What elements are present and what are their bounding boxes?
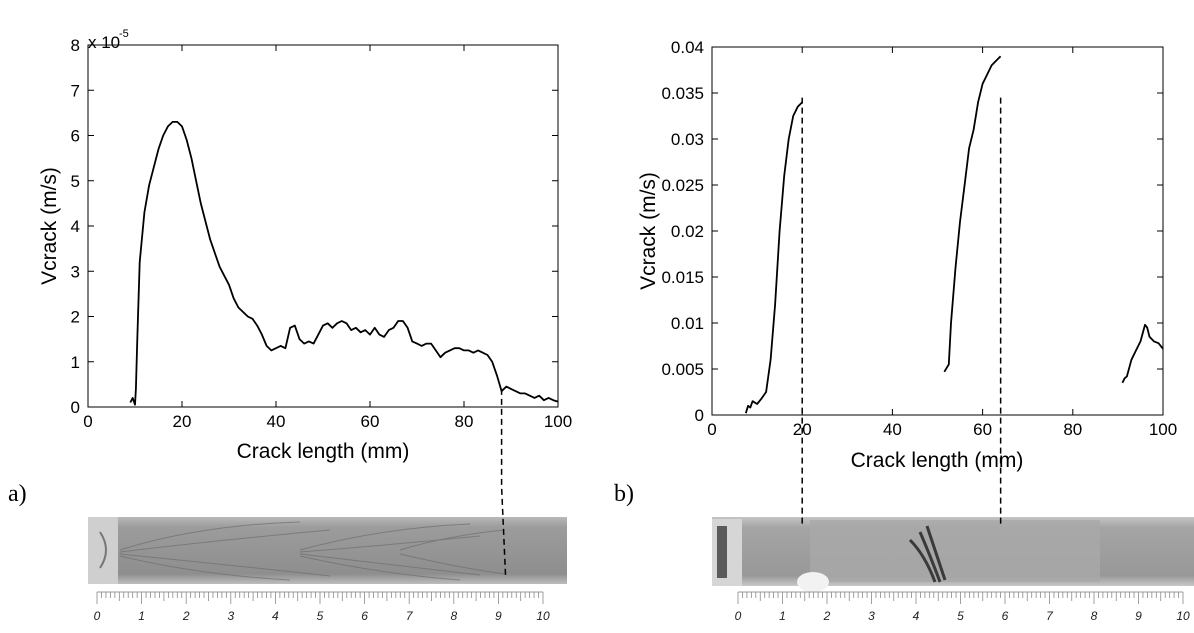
x-tick-label: 80 (455, 412, 474, 431)
axis-ticks (711, 46, 1164, 416)
y-tick-label: 7 (71, 81, 80, 100)
ruler-label: 10 (1176, 609, 1190, 623)
x-tick-label: 40 (883, 420, 902, 439)
ruler: 0 1 2 3 4 5 6 7 8 9 10 (94, 591, 550, 623)
x-tick-label: 100 (544, 412, 572, 431)
x-tick-labels: 0 20 40 60 80 100 (707, 420, 1177, 439)
series-line (744, 101, 803, 414)
y-tick-label: 0 (695, 406, 704, 425)
x-axis-label: Crack length (mm) (237, 440, 410, 463)
y-tick-label: 0 (71, 398, 80, 417)
ruler-label: 7 (1046, 609, 1054, 623)
panel-label-a: a) (8, 481, 27, 507)
specimen-photo-a: 0 1 2 3 4 5 6 7 8 9 10 (88, 517, 567, 623)
ruler-label: 9 (495, 609, 502, 623)
x-tick-label: 40 (267, 412, 286, 431)
specimen-photo-b: 0 1 2 3 4 5 6 7 8 9 10 (712, 517, 1194, 623)
ruler-label: 8 (450, 609, 457, 623)
panel-label-b: b) (614, 481, 634, 507)
x-axis-label: Crack length (mm) (851, 449, 1024, 472)
clamp-notch (99, 531, 107, 569)
ruler-label: 6 (361, 609, 368, 623)
ruler-label: 3 (868, 609, 875, 623)
dark-fracture-marks (908, 525, 947, 583)
y-axis-label: Vcrack (m/s) (637, 172, 660, 290)
y-tick-label: 0.005 (661, 360, 704, 379)
x-tick-label: 60 (361, 412, 380, 431)
bubble-mark (797, 572, 829, 592)
ruler-label: 2 (823, 609, 831, 623)
ruler: 0 1 2 3 4 5 6 7 8 9 10 (735, 591, 1190, 623)
y-axis-label: Vcrack (m/s) (38, 167, 61, 285)
ruler-label: 5 (957, 609, 964, 623)
chart-a: 0 20 40 60 80 100 0 1 2 3 4 5 6 7 8 x 10 -5 Crack len… (8, 28, 572, 507)
specimen-body (88, 517, 567, 584)
x-tick-label: 100 (1149, 420, 1177, 439)
fracture-zone-light (810, 520, 1100, 582)
x-tick-label: 20 (173, 412, 192, 431)
y-tick-label: 2 (71, 308, 80, 327)
plot-frame (87, 44, 559, 408)
ruler-label: 7 (406, 609, 414, 623)
y-tick-label: 0.035 (661, 84, 704, 103)
y-multiplier-exp: -5 (119, 28, 129, 40)
chart-b: 0 20 40 60 80 100 00.0050.010.0150.020.0250.0… (614, 38, 1177, 507)
y-tick-label: 4 (71, 217, 80, 236)
ruler-label: 2 (182, 609, 190, 623)
ruler-label: 3 (227, 609, 234, 623)
fracture-striations (119, 521, 506, 581)
specimen-clamp (88, 517, 118, 584)
y-tick-label: 5 (71, 172, 80, 191)
y-tick-label: 0.03 (671, 130, 704, 149)
ruler-label: 9 (1135, 609, 1142, 623)
series-group (744, 55, 1164, 414)
y-tick-label: 0.025 (661, 176, 704, 195)
y-tick-labels: 0 0.005 0.01 0.015 0.02 0.025 0.03 0.035 0.04 (661, 38, 704, 425)
x-tick-label: 0 (707, 420, 716, 439)
ruler-label: 8 (1091, 609, 1098, 623)
y-tick-label: 0.04 (671, 38, 704, 57)
ruler-label: 1 (138, 609, 145, 623)
ruler-label: 5 (317, 609, 324, 623)
clamp-dark (717, 526, 727, 578)
dashed-markers (500, 97, 1002, 578)
series-line (129, 121, 559, 406)
y-tick-label: 3 (71, 262, 80, 281)
ruler-label: 4 (272, 609, 279, 623)
dashed-marker-line (500, 388, 507, 578)
y-tick-label: 1 (71, 353, 80, 372)
y-multiplier-base: x 10 (88, 33, 120, 52)
axis-ticks (87, 44, 559, 408)
y-tick-label: 8 (71, 36, 80, 55)
ruler-label: 10 (536, 609, 550, 623)
ruler-label: 1 (779, 609, 786, 623)
ruler-label: 0 (735, 609, 742, 623)
series-line (943, 55, 1002, 373)
ruler-label: 6 (1002, 609, 1009, 623)
y-tick-label: 0.01 (671, 314, 704, 333)
series-group (129, 121, 559, 406)
ruler-label: 4 (913, 609, 920, 623)
y-tick-label: 0.015 (661, 268, 704, 287)
y-tick-labels: 0 1 2 3 4 5 6 7 8 (71, 36, 80, 417)
ruler-label: 0 (94, 609, 101, 623)
y-tick-label: 6 (71, 127, 80, 146)
x-tick-labels: 0 20 40 60 80 100 (83, 412, 572, 431)
x-tick-label: 80 (1063, 420, 1082, 439)
series-line (1121, 323, 1164, 384)
y-tick-label: 0.02 (671, 222, 704, 241)
x-tick-label: 0 (83, 412, 92, 431)
x-tick-label: 60 (973, 420, 992, 439)
